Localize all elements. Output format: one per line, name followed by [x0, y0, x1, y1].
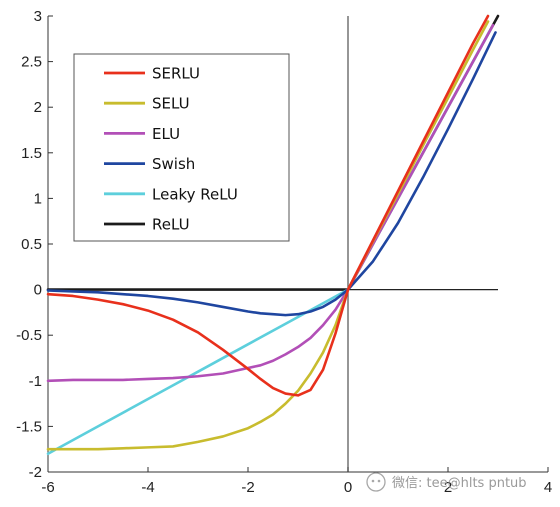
watermark-text: 微信: tee@hlts pntub [392, 476, 527, 491]
legend-label: Swish [152, 155, 195, 173]
series-line-selu [46, 20, 490, 451]
y-tick-label: 0.5 [21, 236, 42, 253]
legend: SERLU SELU ELU Swish Leaky ReLU ReLU [73, 53, 290, 242]
ticks: -6 -4 -2 0 2 4 -2 -1.5 -1 -0.5 0 0.5 1 1.5 2 2.5 3 [16, 8, 552, 496]
wechat-icon [366, 472, 386, 492]
series-line-serlu [46, 14, 490, 397]
watermark: 微信: tee@hlts pntub [366, 472, 527, 492]
x-tick-label: -6 [41, 479, 54, 496]
x-tick-label: 2 [444, 479, 452, 496]
y-tick-label: -2 [29, 464, 42, 481]
series-line-swish [46, 31, 497, 317]
y-tick-label: 2 [34, 99, 42, 116]
x-tick-label: 4 [544, 479, 552, 496]
legend-label: ELU [152, 125, 180, 143]
y-tick-label: -0.5 [16, 327, 42, 344]
y-tick-label: 2.5 [21, 54, 42, 71]
y-tick-label: -1 [29, 373, 42, 390]
legend-label: SERLU [152, 65, 200, 83]
legend-label: Leaky ReLU [152, 185, 238, 203]
y-tick-label: 3 [34, 8, 42, 25]
series-lines [46, 14, 500, 456]
x-tick-label: 0 [344, 479, 352, 496]
y-tick-label: 1 [34, 190, 42, 207]
legend-box [73, 53, 290, 242]
y-tick-label: 0 [34, 282, 42, 299]
x-tick-label: -2 [241, 479, 254, 496]
series-line-elu [46, 23, 495, 383]
legend-label: SELU [152, 95, 190, 113]
legend-label: ReLU [152, 216, 190, 234]
y-tick-label: -1.5 [16, 418, 42, 435]
y-tick-label: 1.5 [21, 145, 42, 162]
x-tick-label: -4 [141, 479, 154, 496]
